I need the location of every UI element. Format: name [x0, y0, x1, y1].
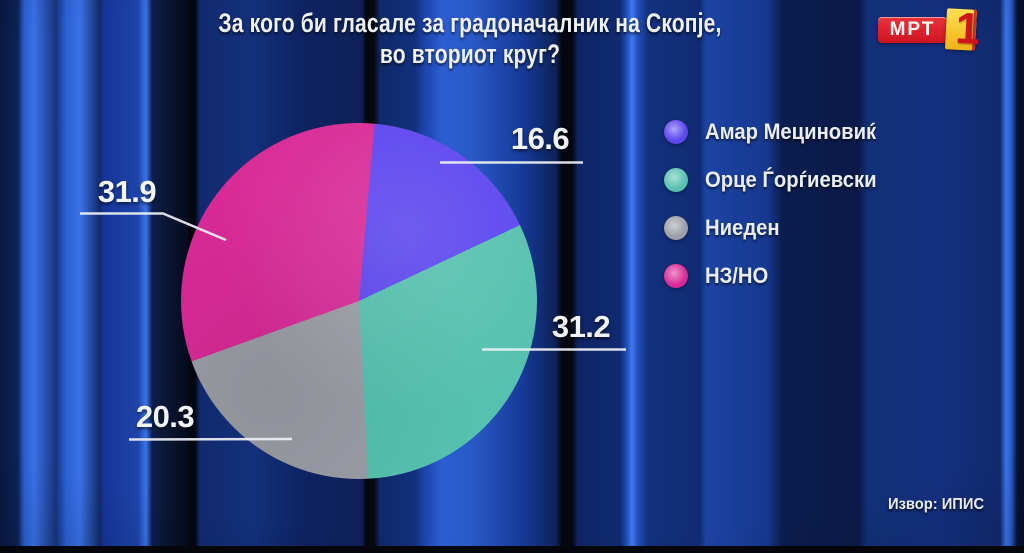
legend-item: Амар Мециновиќ	[664, 119, 891, 144]
legend: Амар Мециновиќ Орце Ѓорѓиевски Ниеден НЗ…	[664, 119, 891, 288]
slice-value-label: 31.9	[97, 174, 157, 209]
legend-item: НЗ/НО	[664, 263, 891, 288]
slice-value-label: 31.2	[551, 309, 611, 344]
legend-label: Амар Мециновиќ	[705, 119, 877, 144]
legend-dot	[664, 120, 688, 144]
mrt-logo: МРТ 1	[877, 4, 982, 54]
mrt-logo-channel-badge: 1	[944, 4, 981, 54]
slice-value-label: 16.6	[510, 121, 570, 156]
legend-dot	[664, 264, 688, 288]
pie-chart	[181, 123, 537, 479]
chart-title: За кого би гласале за градоначалник на С…	[174, 8, 767, 70]
legend-label: Ниеден	[705, 215, 780, 240]
legend-dot	[664, 216, 688, 240]
source-credit: Извор: ИПИС	[888, 496, 985, 513]
slice-value-label: 20.3	[135, 399, 195, 434]
mrt-channel-number: 1	[954, 3, 982, 54]
bottom-black-strip	[0, 546, 1024, 553]
title-line-1: За кого би гласале за градоначалник на С…	[218, 8, 722, 38]
legend-label: Орце Ѓорѓиевски	[705, 167, 877, 192]
legend-item: Орце Ѓорѓиевски	[664, 167, 891, 192]
legend-item: Ниеден	[664, 215, 891, 240]
title-line-2: во вториот круг?	[379, 39, 561, 69]
legend-dot	[664, 168, 688, 192]
mrt-logo-text: МРТ	[878, 17, 947, 43]
legend-label: НЗ/НО	[705, 263, 769, 288]
